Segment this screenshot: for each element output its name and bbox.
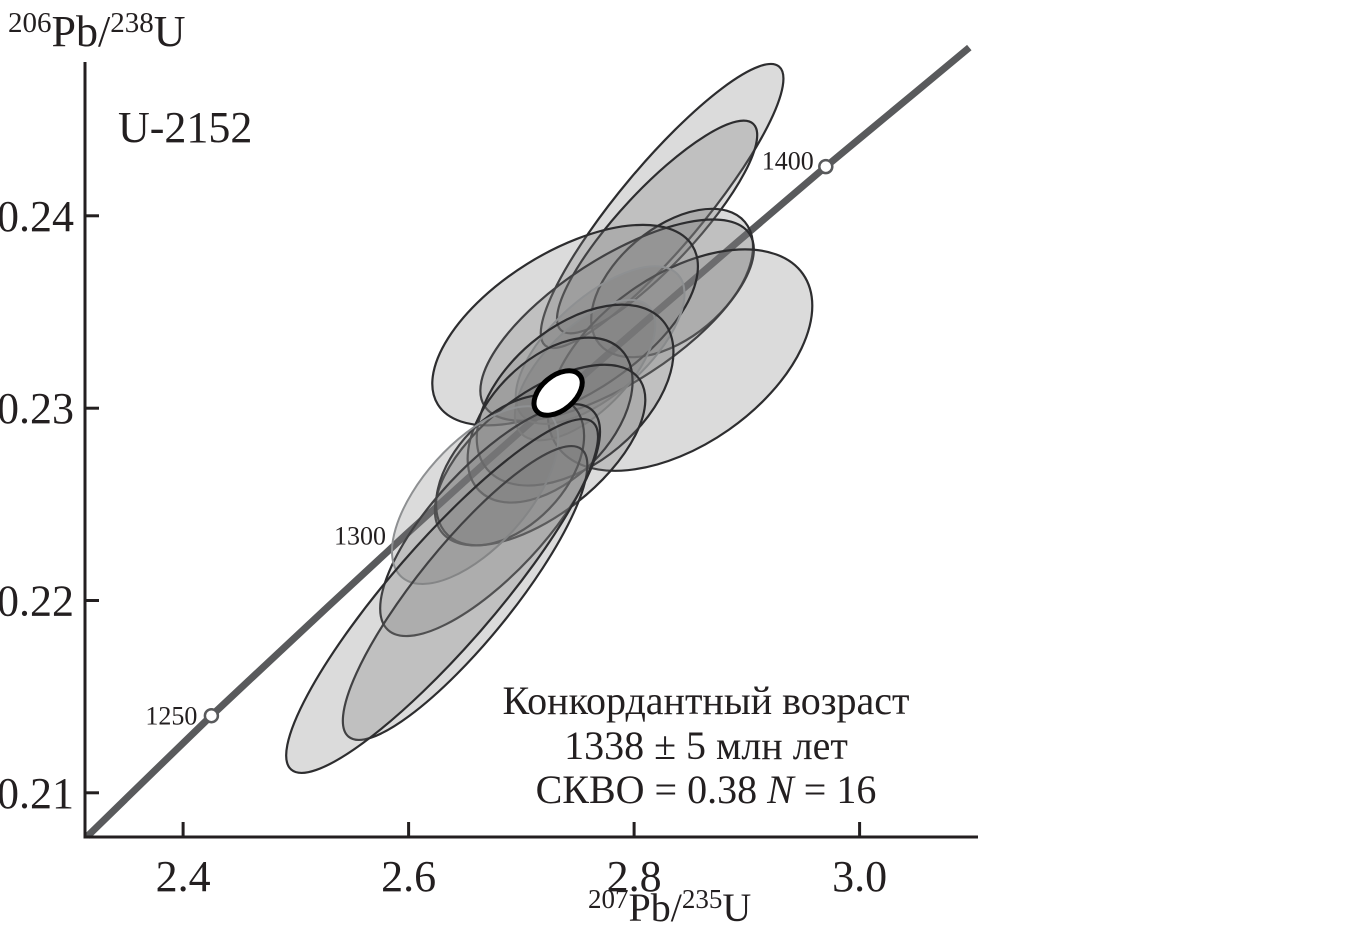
annotation-line2: 1338 ± 5 млн лет [564,723,848,768]
x-tick-label: 2.4 [156,852,211,901]
error-ellipse [539,62,785,350]
y-axis-label: 206Pb/238U [8,7,185,56]
x-tick-label: 2.6 [381,852,436,901]
error-ellipse [590,207,755,359]
error-ellipse [379,403,602,638]
y-tick-label: 0.21 [0,769,74,818]
y-axis-label-sup1: 206 [8,7,52,39]
y-axis-label-base2: U [154,7,186,56]
annotation-line3: СКВО = 0.38 N = 16 [536,767,877,812]
x-axis-label-sup1: 207 [588,884,629,914]
annotation-line1: Конкордантный возраст [502,678,909,723]
y-axis-label-base1: Pb/ [52,7,111,56]
error-ellipse [431,223,700,427]
error-ellipse [285,417,600,775]
y-tick-label: 0.24 [0,192,74,241]
x-axis-label: 207Pb/235U [588,884,751,930]
x-tick-label: 3.0 [832,852,887,901]
sample-label: U-2152 [118,103,252,152]
axes [83,62,978,839]
x-axis-label-sup2: 235 [682,884,723,914]
concordant-age-ellipse [531,368,585,418]
concordia-age-label-1400: 1400 [762,147,814,176]
x-axis-label-base1: Pb/ [629,885,683,930]
concordia-age-marker-1250 [203,707,220,724]
annotation-line3-n: N [766,767,796,812]
x-axis-label-base2: U [722,885,751,930]
x-tick-label: 2.8 [607,852,662,901]
concordia-age-label-1300: 1300 [334,522,386,551]
annotation-line3-pre: СКВО = 0.38 [536,767,757,812]
concordia-age-marker-1400 [818,158,834,175]
concordia-age-label-1250: 1250 [145,702,197,731]
y-tick-label: 0.23 [0,384,74,433]
chart-layer: 1250 1300 1400 0.21 0.22 0.23 0.24 2.4 2.6 2.8 3.0 [0,44,978,901]
annotation-line3-post: = 16 [804,767,877,812]
error-ellipse [341,444,589,742]
y-tick-label: 0.22 [0,577,74,626]
y-axis-label-sup2: 238 [110,7,154,39]
